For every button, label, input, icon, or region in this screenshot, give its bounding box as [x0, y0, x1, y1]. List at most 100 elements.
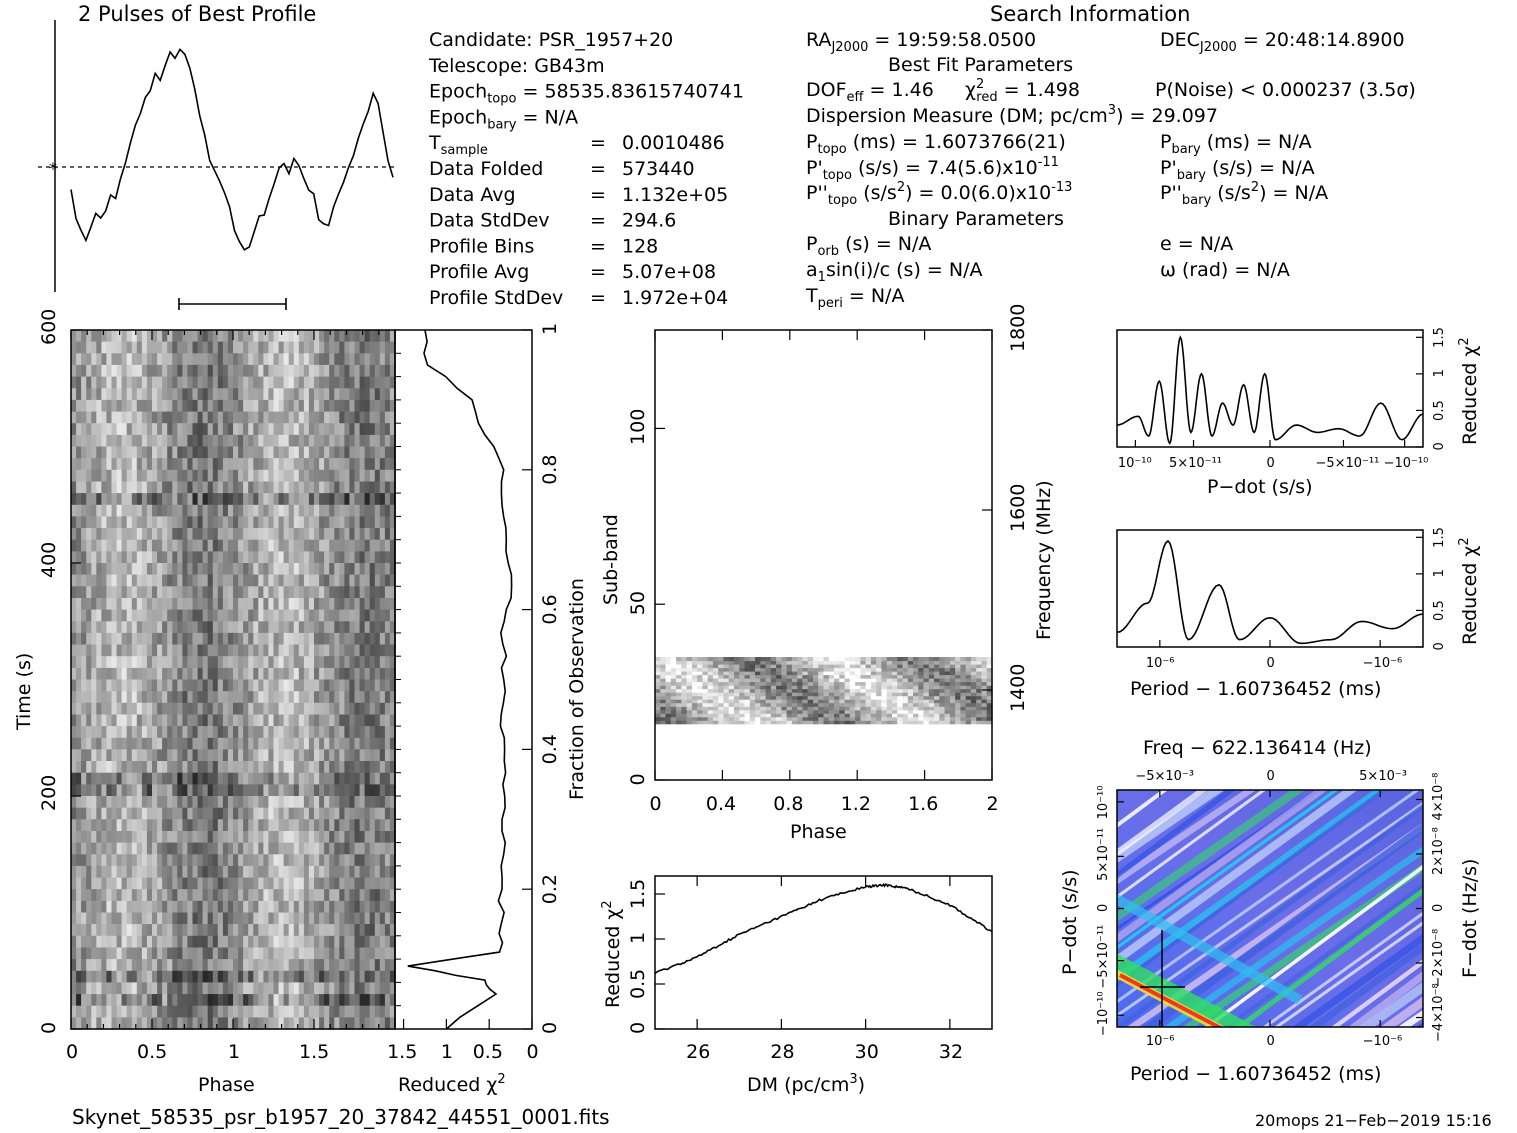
heat-cell — [339, 737, 345, 751]
heat-cell — [770, 706, 777, 711]
heat-cell — [776, 709, 782, 714]
heat-cell — [319, 970, 325, 984]
heat-cell — [339, 994, 345, 1007]
heat-cell — [892, 685, 898, 690]
heat-cell — [324, 388, 330, 401]
heat-cell — [329, 784, 335, 797]
heat-cell — [329, 749, 335, 762]
heat-cell — [681, 702, 688, 707]
heat-cell — [248, 877, 254, 890]
heat-cell — [146, 726, 153, 739]
heat-cell — [655, 716, 661, 721]
heat-cell — [813, 664, 819, 669]
heat-cell — [364, 528, 371, 541]
heat-cell — [253, 446, 259, 459]
heat-cell — [813, 692, 819, 697]
heat-cell — [243, 807, 249, 820]
heat-cell — [91, 865, 97, 879]
heat-cell — [126, 539, 133, 552]
heat-cell — [384, 330, 391, 343]
heat-cell — [101, 772, 108, 785]
heat-cell — [202, 796, 209, 809]
heat-cell — [369, 702, 376, 716]
heat-cell — [207, 900, 214, 914]
heat-cell — [293, 831, 300, 844]
heat-cell — [233, 551, 239, 564]
heat-cell — [339, 784, 345, 797]
heat-cell — [278, 411, 285, 424]
heat-cell — [157, 539, 163, 552]
heat-cell — [238, 364, 244, 378]
heat-cell — [278, 1017, 285, 1030]
heat-cell — [324, 726, 330, 739]
heat-cell — [308, 563, 315, 576]
heat-cell — [860, 692, 867, 697]
heat-cell — [167, 819, 173, 832]
heat-cell — [227, 411, 234, 424]
heat-cell — [344, 889, 351, 902]
heat-cell — [96, 376, 102, 389]
heat-cell — [217, 469, 224, 483]
heat-cell — [202, 924, 209, 937]
heat-cell — [349, 574, 356, 587]
heat-cell — [243, 667, 249, 681]
heat-cell — [273, 341, 280, 354]
heat-cell — [263, 877, 270, 890]
heat-cell — [855, 702, 861, 707]
heat-cell — [384, 982, 391, 995]
heat-cell — [121, 970, 128, 984]
heat-cell — [182, 994, 189, 1007]
heat-cell — [146, 889, 153, 902]
heat-cell — [187, 563, 194, 576]
heat-cell — [802, 706, 809, 711]
heat-cell — [233, 865, 239, 879]
heat-cell — [207, 376, 214, 389]
heat-cell — [131, 632, 138, 646]
heat-cell — [960, 713, 967, 718]
heat-cell — [374, 761, 381, 774]
heat-cell — [81, 656, 87, 669]
heat-cell — [681, 681, 688, 686]
heat-cell — [177, 924, 183, 937]
info-value: 294.6 — [622, 210, 676, 232]
heat-cell — [167, 912, 173, 925]
heat-cell — [253, 516, 259, 529]
heat-cell — [813, 688, 819, 693]
heat-cell — [233, 796, 239, 809]
heat-cell — [192, 539, 199, 552]
heat-cell — [146, 376, 153, 389]
heat-cell — [797, 678, 804, 683]
heat-cell — [273, 679, 280, 692]
heat-cell — [329, 889, 335, 902]
heat-cell — [101, 900, 108, 914]
heat-cell — [126, 796, 133, 809]
heat-cell — [364, 563, 371, 576]
heat-cell — [339, 621, 345, 634]
heat-cell — [81, 644, 87, 657]
heat-cell — [344, 772, 351, 785]
heat-cell — [369, 761, 376, 774]
heat-cell — [334, 353, 340, 366]
heat-cell — [71, 446, 77, 459]
heat-cell — [136, 889, 143, 902]
time-phase-xtick: 0 — [66, 1041, 78, 1063]
heat-cell — [818, 674, 825, 679]
heat-cell — [686, 709, 693, 714]
heat-cell — [339, 446, 345, 459]
heat-cell — [324, 1017, 330, 1030]
heat-cell — [86, 819, 92, 832]
heat-cell — [101, 819, 108, 832]
heat-cell — [791, 706, 798, 711]
heat-cell — [212, 411, 219, 424]
heat-cell — [253, 831, 259, 844]
heat-cell — [162, 411, 168, 424]
heat-cell — [314, 411, 320, 424]
heat-cell — [897, 692, 904, 697]
heat-cell — [187, 399, 194, 413]
redchi-axis-label: Reduced χ2 — [398, 1072, 506, 1096]
heat-cell — [665, 664, 672, 669]
heat-cell — [324, 842, 330, 855]
heat-cell — [324, 539, 330, 552]
heat-cell — [749, 688, 756, 693]
heat-cell — [298, 877, 305, 890]
